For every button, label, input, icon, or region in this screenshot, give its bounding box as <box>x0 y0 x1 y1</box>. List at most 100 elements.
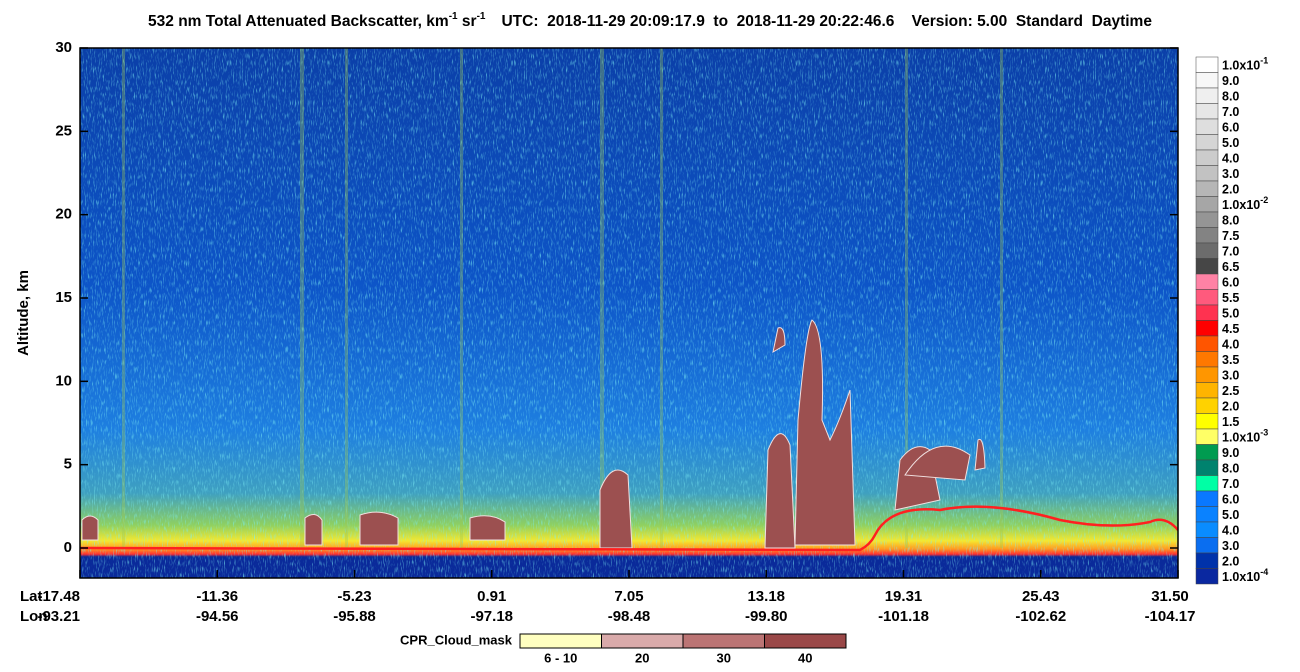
colorbar-label: 7.0 <box>1222 105 1239 119</box>
colorbar-label: 3.0 <box>1222 167 1239 181</box>
colorbar-cell <box>1195 537 1219 554</box>
surface-line <box>80 505 1178 552</box>
colorbar-cell <box>1195 490 1219 507</box>
colorbar-label: 6.0 <box>1222 493 1239 507</box>
colorbar-cell <box>1195 413 1219 430</box>
title-text: UTC: 2018-11-29 20:09:17.9 to 2018-11-29… <box>501 13 1152 30</box>
colorbar-label-exp: -3 <box>1260 428 1268 438</box>
colorbar-label: 2.0 <box>1222 555 1239 569</box>
y-tick-label: 0 <box>64 539 72 556</box>
cloud-mask-swatch <box>764 633 847 649</box>
colorbar-cell <box>1195 444 1219 461</box>
lon-label: -101.18 <box>878 608 929 625</box>
colorbar-label-base: 1.0x10 <box>1222 431 1260 445</box>
colorbar-cell <box>1195 273 1219 290</box>
lon-label: -102.62 <box>1015 608 1066 625</box>
colorbar-cell <box>1195 382 1219 399</box>
colorbar-label-exp: -4 <box>1260 567 1268 577</box>
lat-label: 0.91 <box>477 588 506 605</box>
colorbar-label: 1.0x10-2 <box>1222 195 1268 212</box>
colorbar-cell <box>1195 196 1219 213</box>
colorbar-label: 8.0 <box>1222 90 1239 104</box>
lat-label: 19.31 <box>885 588 923 605</box>
colorbar-label: 2.0 <box>1222 400 1239 414</box>
colorbar-label-exp: -1 <box>1260 56 1268 66</box>
colorbar-label: 5.0 <box>1222 136 1239 150</box>
title-text: sr <box>458 13 477 30</box>
colorbar-label: 7.0 <box>1222 477 1239 491</box>
colorbar-label-base: 1.0x10 <box>1222 198 1260 212</box>
colorbar-label: 4.0 <box>1222 152 1239 166</box>
colorbar-cell <box>1195 56 1219 73</box>
y-tick-label: 30 <box>55 39 72 56</box>
colorbar-cell <box>1195 103 1219 120</box>
cloud-mask-category: 20 <box>635 650 649 665</box>
colorbar-label: 7.0 <box>1222 245 1239 259</box>
colorbar-label: 4.0 <box>1222 524 1239 538</box>
colorbar-label: 6.0 <box>1222 276 1239 290</box>
title-sup: -1 <box>449 11 458 22</box>
colorbar-cell <box>1195 428 1219 445</box>
colorbar-label: 6.0 <box>1222 121 1239 135</box>
colorbar-label: 9.0 <box>1222 446 1239 460</box>
title-text: 532 nm Total Attenuated Backscatter, km <box>148 13 449 30</box>
colorbar-cell <box>1195 335 1219 352</box>
colorbar-label: 9.0 <box>1222 74 1239 88</box>
lat-label: -17.48 <box>37 588 80 605</box>
lon-label: -98.48 <box>608 608 651 625</box>
y-tick-label: 25 <box>55 122 72 139</box>
colorbar-cell <box>1195 72 1219 89</box>
colorbar-label-exp: -2 <box>1260 195 1268 205</box>
cloud-mask-swatch <box>519 633 602 649</box>
lon-label: -94.56 <box>196 608 239 625</box>
colorbar-cell <box>1195 242 1219 259</box>
colorbar-cell <box>1195 351 1219 368</box>
colorbar-cell <box>1195 475 1219 492</box>
colorbar-label: 3.5 <box>1222 353 1239 367</box>
colorbar-cell <box>1195 320 1219 337</box>
colorbar-label: 2.5 <box>1222 384 1239 398</box>
colorbar-label-base: 1.0x10 <box>1222 59 1260 73</box>
colorbar-cell <box>1195 118 1219 135</box>
y-tick-label: 10 <box>55 372 72 389</box>
lat-label: 13.18 <box>747 588 785 605</box>
cloud-mask-label: CPR_Cloud_mask <box>400 632 513 647</box>
lat-label: -5.23 <box>337 588 371 605</box>
colorbar-cell <box>1195 506 1219 523</box>
clouds <box>81 319 986 549</box>
colorbar-cell <box>1195 149 1219 166</box>
colorbar-cell <box>1195 165 1219 182</box>
x-row-label: Lat <box>20 588 43 605</box>
colorbar-label: 3.0 <box>1222 369 1239 383</box>
colorbar-label: 1.5 <box>1222 415 1239 429</box>
colorbar-cell <box>1195 521 1219 538</box>
colorbar-label: 1.0x10-1 <box>1222 56 1268 73</box>
colorbar-label: 8.0 <box>1222 462 1239 476</box>
colorbar-cell <box>1195 87 1219 104</box>
cloud-mask-category: 6 - 10 <box>544 650 577 665</box>
colorbar-cell <box>1195 459 1219 476</box>
colorbar-label: 5.0 <box>1222 307 1239 321</box>
colorbar-label-base: 1.0x10 <box>1222 570 1260 584</box>
x-row-label: Lon <box>20 608 48 625</box>
colorbar-cell <box>1195 134 1219 151</box>
y-tick-label: 15 <box>55 289 72 306</box>
colorbar-cell <box>1195 211 1219 228</box>
y-tick-label: 5 <box>64 456 72 473</box>
colorbar-cell <box>1195 568 1219 585</box>
lat-label: 25.43 <box>1022 588 1060 605</box>
colorbar-label: 1.0x10-3 <box>1222 428 1268 445</box>
colorbar-label: 6.5 <box>1222 260 1239 274</box>
colorbar-cell <box>1195 227 1219 244</box>
colorbar-label: 2.0 <box>1222 183 1239 197</box>
cloud-mask-category: 30 <box>717 650 731 665</box>
lat-label: -11.36 <box>196 588 238 605</box>
colorbar-label: 3.0 <box>1222 539 1239 553</box>
cloud-mask-swatch <box>601 633 684 649</box>
y-axis-label: Altitude, km <box>15 270 32 356</box>
colorbar-cell <box>1195 304 1219 321</box>
cloud-mask-swatch <box>682 633 765 649</box>
chart-title: 532 nm Total Attenuated Backscatter, km-… <box>148 11 1152 30</box>
colorbar-cell <box>1195 552 1219 569</box>
